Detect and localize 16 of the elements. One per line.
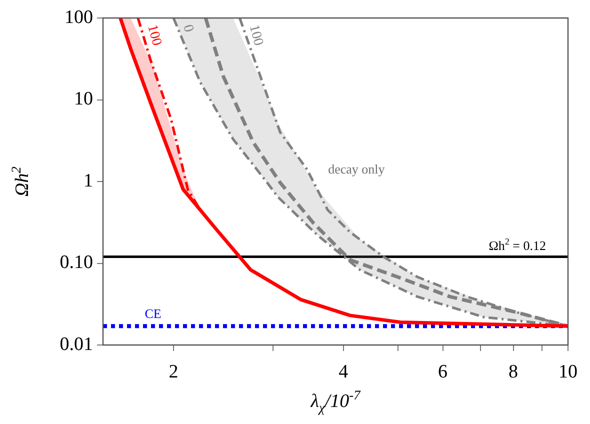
text: 100 [246, 23, 266, 48]
y-tick-label: 100 [64, 6, 93, 28]
y-tick-label: 1 [84, 170, 93, 192]
x-tick-label: 4 [338, 361, 349, 382]
y-tick-label: 0.01 [60, 334, 93, 355]
x-tick-label: 8 [508, 361, 518, 382]
x-tick-label: 2 [168, 361, 178, 382]
y-tick-label: 0.10 [60, 252, 93, 274]
y-tick-label: 10 [74, 88, 93, 110]
y-axis-title: Ωh2 [8, 166, 33, 196]
annotation: decay only [328, 161, 386, 176]
x-tick-label: 6 [438, 361, 448, 382]
text: 0 [180, 23, 196, 34]
ref-line-label: CE [144, 306, 162, 322]
text: 100 [144, 23, 164, 48]
x-tick-label: 10 [558, 361, 578, 382]
